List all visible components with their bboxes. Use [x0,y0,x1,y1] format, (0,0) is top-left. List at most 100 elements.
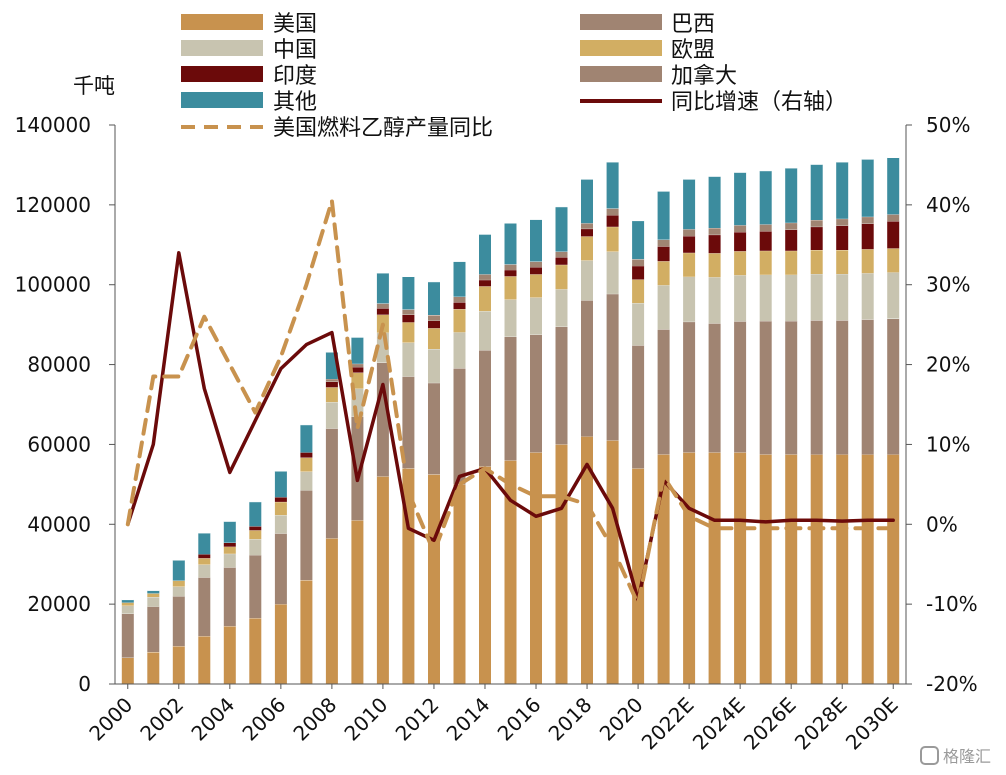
right-tick-label: -20% [926,672,978,696]
bar-2009-s4 [351,367,364,373]
x-tick-label: 2014 [442,693,495,746]
bar-2019-s0 [606,440,619,684]
bar-2017-s1 [555,326,568,445]
bar-2018-s0 [581,436,593,684]
bar-2021-s3 [657,261,670,286]
legend-swatch [580,66,662,82]
legend-label: 美国 [273,12,317,37]
bar-2026e-s2 [785,274,798,321]
bar-2000-s3 [121,602,134,606]
bar-2019-s5 [606,208,619,216]
bar-2001-s2 [147,597,160,607]
bar-2029e-s2 [861,273,874,320]
bar-2018-s3 [581,236,593,261]
left-tick-label: 0 [78,672,91,696]
bar-2023e-s6 [708,176,721,228]
bar-2013-s6 [453,261,466,297]
bar-2020-s2 [632,303,645,346]
left-tick-label: 120000 [15,193,91,217]
right-tick-label: 50% [926,113,970,137]
bar-2003-s2 [198,564,211,578]
bar-2030e-s1 [887,318,900,455]
bar-2030e-s5 [887,214,900,222]
bar-2026e-s0 [785,454,798,684]
legend-item: 印度 [181,64,317,89]
bar-2006-s0 [274,604,287,684]
bar-2022e-s3 [683,252,696,277]
bar-2029e-s3 [861,249,874,274]
bar-2024e-s5 [734,225,747,232]
right-tick-label: 20% [926,353,970,377]
bar-2013-s2 [453,332,466,369]
bar-2025e-s4 [759,231,772,251]
bar-2018-s4 [581,228,593,237]
bar-2003-s6 [198,533,211,555]
bar-2005-s2 [249,539,262,556]
bar-2017-s5 [555,251,568,258]
bar-2009-s1 [351,416,364,521]
bar-2003-s0 [198,636,211,684]
bar-2024e-s1 [734,321,747,453]
bar-2012-s1 [428,382,440,475]
bar-2004-s4 [223,542,236,547]
bar-2030e-s2 [887,272,900,319]
legend-item: 美国 [181,12,317,37]
bar-2005-s0 [249,618,262,684]
line-series-8 [125,198,896,607]
legend-swatch [580,14,662,30]
bar-2014-s4 [479,279,491,287]
bar-2000-s0 [121,657,134,684]
bar-2016-s3 [530,274,542,298]
bar-2024e-s6 [734,172,747,226]
bar-2021-s6 [657,191,670,240]
legend-label: 其他 [273,90,317,115]
bar-2013-s4 [453,302,466,310]
bar-2027e-s6 [810,164,823,220]
bar-2025e-s5 [759,224,772,232]
bar-2011-s5 [402,309,415,315]
bar-2026e-s6 [785,168,798,223]
bar-2025e-s0 [759,454,772,684]
bar-2022e-s1 [683,321,696,453]
x-tick-label: 2022E [637,693,699,755]
bar-2023e-s3 [708,253,721,278]
bar-2008-s3 [325,387,338,403]
bar-2017-s4 [555,257,568,265]
bar-2028e-s5 [836,218,849,226]
bar-2012-s2 [428,349,440,383]
bar-2008-s1 [325,428,338,539]
bar-2028e-s3 [836,250,849,274]
bar-2001-s1 [147,606,160,652]
bar-2008-s2 [325,402,338,429]
legend-item: 同比增速（右轴） [580,90,847,115]
bar-2004-s1 [223,567,236,627]
bar-2023e-s5 [708,228,721,235]
bar-2024e-s4 [734,232,747,252]
bar-2027e-s5 [810,220,823,227]
bar-2014-s0 [479,466,491,684]
bar-2023e-s4 [708,234,721,254]
bar-2009-s5 [351,363,364,367]
bar-2014-s6 [479,234,491,275]
bar-2022e-s2 [683,276,696,322]
x-tick-label: 2016 [493,693,546,746]
bar-2029e-s6 [861,159,874,217]
bar-2024e-s2 [734,275,747,322]
bar-2027e-s0 [810,454,823,684]
bar-2006-s2 [274,515,287,534]
left-tick-label: 100000 [15,273,91,297]
bar-2019-s6 [606,162,619,209]
left-axis-unit: 千吨 [73,74,115,98]
bar-2016-s5 [530,261,542,268]
bar-2022e-s0 [683,452,696,684]
legend-item: 中国 [181,38,317,63]
x-tick-label: 2024E [688,693,750,755]
bar-2019-s2 [606,251,619,294]
bar-2011-s4 [402,314,415,323]
bar-2018-s2 [581,260,593,301]
bar-2012-s6 [428,281,440,315]
bar-2004-s6 [223,521,236,543]
bars-layer [121,157,900,684]
bar-2013-s5 [453,296,466,303]
